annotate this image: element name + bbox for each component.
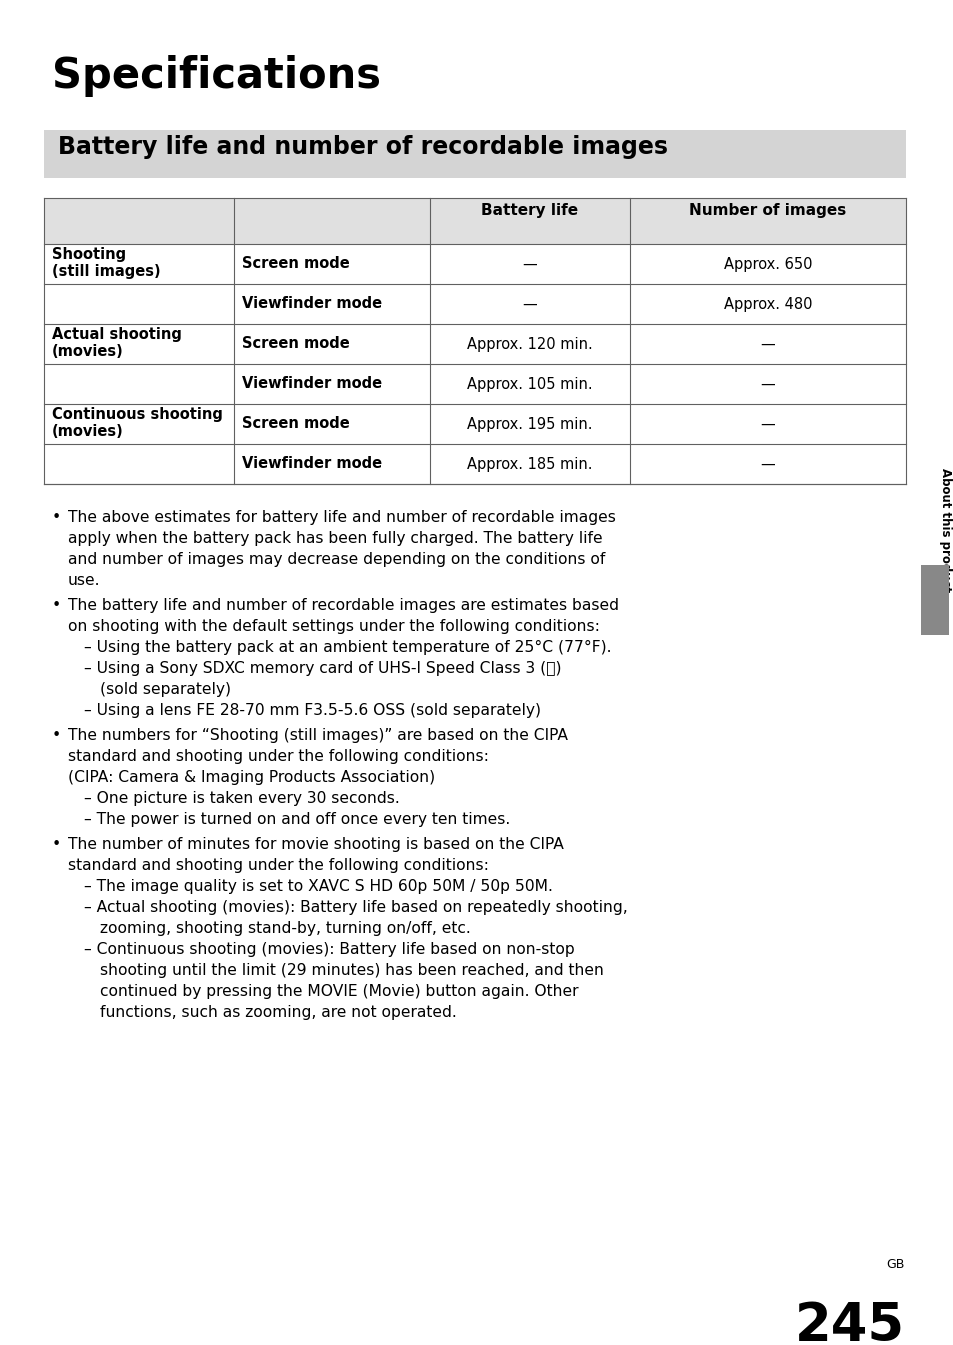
Bar xyxy=(44,198,905,243)
Text: Continuous shooting: Continuous shooting xyxy=(52,408,223,422)
Text: (movies): (movies) xyxy=(52,424,124,438)
Bar xyxy=(44,130,905,178)
Text: —: — xyxy=(760,336,775,351)
Text: •: • xyxy=(52,510,61,525)
Text: – The power is turned on and off once every ten times.: – The power is turned on and off once ev… xyxy=(84,812,510,827)
Text: Approx. 185 min.: Approx. 185 min. xyxy=(467,456,592,472)
Text: Screen mode: Screen mode xyxy=(242,417,350,432)
Text: —: — xyxy=(760,377,775,391)
Text: use.: use. xyxy=(68,573,100,588)
Text: The number of minutes for movie shooting is based on the CIPA: The number of minutes for movie shooting… xyxy=(68,837,563,851)
Text: – One picture is taken every 30 seconds.: – One picture is taken every 30 seconds. xyxy=(84,791,399,806)
Text: •: • xyxy=(52,837,61,851)
Text: shooting until the limit (29 minutes) has been reached, and then: shooting until the limit (29 minutes) ha… xyxy=(100,963,603,978)
Text: – Using a lens FE 28-70 mm F3.5-5.6 OSS (sold separately): – Using a lens FE 28-70 mm F3.5-5.6 OSS … xyxy=(84,703,540,718)
Text: —: — xyxy=(522,296,537,312)
Bar xyxy=(920,565,948,635)
Text: Approx. 105 min.: Approx. 105 min. xyxy=(467,377,592,391)
Text: (CIPA: Camera & Imaging Products Association): (CIPA: Camera & Imaging Products Associa… xyxy=(68,769,435,785)
Text: About this product: About this product xyxy=(939,468,951,592)
Text: Actual shooting: Actual shooting xyxy=(52,327,182,342)
Text: The battery life and number of recordable images are estimates based: The battery life and number of recordabl… xyxy=(68,599,618,613)
Text: – Actual shooting (movies): Battery life based on repeatedly shooting,: – Actual shooting (movies): Battery life… xyxy=(84,900,627,915)
Text: continued by pressing the MOVIE (Movie) button again. Other: continued by pressing the MOVIE (Movie) … xyxy=(100,985,578,999)
Text: Specifications: Specifications xyxy=(52,55,380,97)
Text: on shooting with the default settings under the following conditions:: on shooting with the default settings un… xyxy=(68,619,599,633)
Text: GB: GB xyxy=(885,1258,904,1271)
Text: (still images): (still images) xyxy=(52,264,160,278)
Text: standard and shooting under the following conditions:: standard and shooting under the followin… xyxy=(68,749,488,764)
Text: Viewfinder mode: Viewfinder mode xyxy=(242,456,382,472)
Text: functions, such as zooming, are not operated.: functions, such as zooming, are not oper… xyxy=(100,1005,456,1020)
Text: —: — xyxy=(760,417,775,432)
Text: zooming, shooting stand-by, turning on/off, etc.: zooming, shooting stand-by, turning on/o… xyxy=(100,921,470,936)
Text: Shooting: Shooting xyxy=(52,247,126,262)
Text: The above estimates for battery life and number of recordable images: The above estimates for battery life and… xyxy=(68,510,616,525)
Text: – Using a Sony SDXC memory card of UHS-I Speed Class 3 (ⓣ): – Using a Sony SDXC memory card of UHS-I… xyxy=(84,660,561,677)
Text: (movies): (movies) xyxy=(52,344,124,359)
Text: – Using the battery pack at an ambient temperature of 25°C (77°F).: – Using the battery pack at an ambient t… xyxy=(84,640,611,655)
Text: Screen mode: Screen mode xyxy=(242,336,350,351)
Text: 245: 245 xyxy=(794,1301,904,1345)
Text: – Continuous shooting (movies): Battery life based on non-stop: – Continuous shooting (movies): Battery … xyxy=(84,941,574,958)
Text: and number of images may decrease depending on the conditions of: and number of images may decrease depend… xyxy=(68,551,605,568)
Text: Approx. 195 min.: Approx. 195 min. xyxy=(467,417,592,432)
Text: The numbers for “Shooting (still images)” are based on the CIPA: The numbers for “Shooting (still images)… xyxy=(68,728,567,742)
Text: Battery life: Battery life xyxy=(481,203,578,218)
Text: Screen mode: Screen mode xyxy=(242,257,350,272)
Text: Viewfinder mode: Viewfinder mode xyxy=(242,296,382,312)
Text: —: — xyxy=(760,456,775,472)
Text: apply when the battery pack has been fully charged. The battery life: apply when the battery pack has been ful… xyxy=(68,531,602,546)
Text: Approx. 650: Approx. 650 xyxy=(723,257,811,272)
Text: (sold separately): (sold separately) xyxy=(100,682,231,697)
Text: —: — xyxy=(522,257,537,272)
Text: – The image quality is set to XAVC S HD 60p 50M / 50p 50M.: – The image quality is set to XAVC S HD … xyxy=(84,880,553,894)
Text: standard and shooting under the following conditions:: standard and shooting under the followin… xyxy=(68,858,488,873)
Text: Approx. 480: Approx. 480 xyxy=(723,296,811,312)
Text: •: • xyxy=(52,599,61,613)
Text: Battery life and number of recordable images: Battery life and number of recordable im… xyxy=(58,134,667,159)
Text: Viewfinder mode: Viewfinder mode xyxy=(242,377,382,391)
Text: Approx. 120 min.: Approx. 120 min. xyxy=(467,336,592,351)
Text: •: • xyxy=(52,728,61,742)
Text: Number of images: Number of images xyxy=(689,203,845,218)
